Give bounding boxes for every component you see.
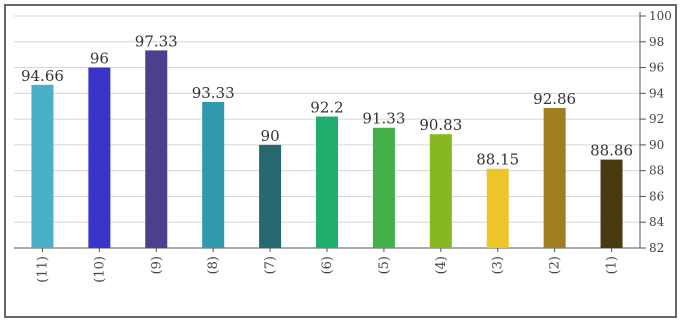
- data-label: 90.83: [419, 116, 462, 134]
- bar: [202, 101, 225, 248]
- y-tick-label: 96: [649, 61, 664, 75]
- category-label: (9): [149, 256, 164, 274]
- data-label: 94.66: [21, 67, 64, 85]
- bar: [486, 168, 509, 248]
- data-label: 91.33: [362, 110, 405, 128]
- category-label: (3): [491, 256, 506, 274]
- data-label: 96: [90, 50, 109, 68]
- category-label: (11): [35, 256, 50, 283]
- y-tick-label: 82: [649, 241, 664, 255]
- category-label: (8): [206, 256, 221, 274]
- y-tick-label: 98: [649, 35, 664, 49]
- data-label: 92.86: [533, 90, 576, 108]
- category-label: (4): [434, 256, 449, 274]
- data-label: 93.33: [192, 84, 235, 102]
- category-label: (6): [320, 256, 335, 274]
- bar: [259, 144, 282, 248]
- bar: [31, 84, 54, 249]
- y-tick-label: 86: [649, 189, 664, 203]
- category-label: (2): [548, 256, 563, 274]
- data-label: 88.15: [476, 151, 519, 169]
- bar: [543, 108, 566, 248]
- bar: [600, 159, 623, 248]
- y-tick-label: 100: [649, 9, 672, 23]
- y-tick-label: 88: [649, 164, 664, 178]
- bar: [372, 127, 395, 248]
- bar: [429, 134, 452, 248]
- data-label: 88.86: [590, 142, 633, 160]
- data-label: 97.33: [135, 32, 178, 50]
- data-label: 92.2: [310, 99, 343, 117]
- y-tick-label: 92: [649, 112, 664, 126]
- y-tick-label: 84: [649, 215, 665, 229]
- bar: [145, 50, 168, 249]
- category-label: (10): [92, 256, 107, 283]
- category-label: (1): [605, 256, 620, 274]
- data-label: 90: [261, 127, 280, 145]
- bar: [316, 116, 338, 249]
- category-label: (7): [263, 256, 278, 274]
- y-tick-label: 94: [649, 86, 665, 100]
- category-label: (5): [377, 256, 392, 274]
- y-tick-label: 90: [649, 138, 664, 152]
- bar: [88, 67, 111, 248]
